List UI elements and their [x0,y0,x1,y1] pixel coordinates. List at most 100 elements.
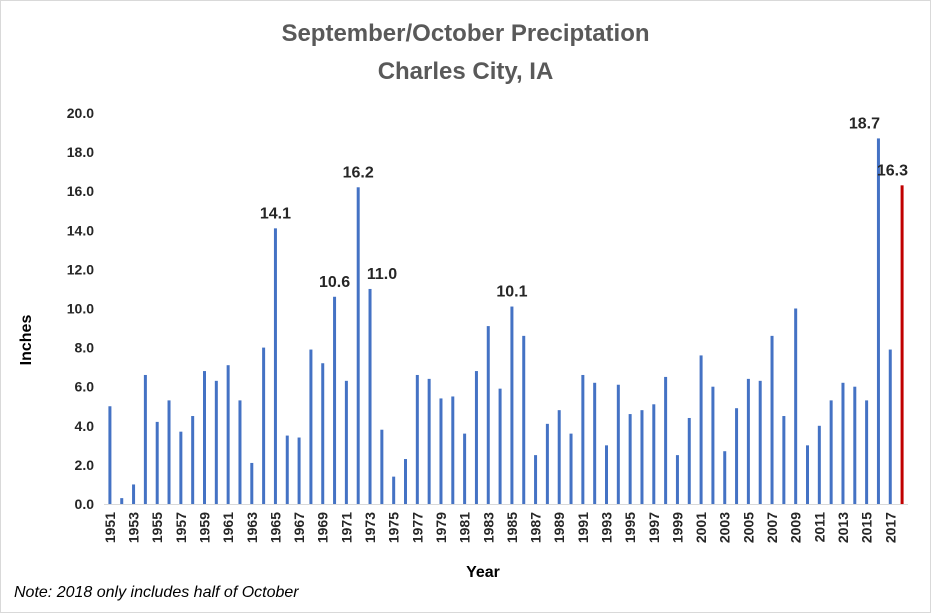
data-label-1972: 16.2 [343,164,374,181]
x-tick-label: 1971 [338,512,354,543]
x-tick-label: 2007 [764,512,780,543]
x-tick-label: 1991 [575,512,591,543]
x-tick-label: 1983 [480,512,496,543]
x-tick-label: 1977 [409,512,425,543]
x-tick-label: 1959 [197,512,213,543]
bar-2008 [782,416,786,504]
bar-1971 [344,380,348,504]
x-tick-label: 2017 [882,512,898,543]
x-tick-label: 2001 [693,512,709,543]
bar-1976 [404,459,407,504]
bar-1973 [368,288,372,504]
y-tick-label: 4.0 [75,418,95,434]
data-label-1970: 10.6 [319,274,350,291]
y-tick-label: 20.0 [67,105,94,121]
x-tick-label: 1997 [646,512,662,543]
bar-2009 [794,308,798,504]
bar-1991 [581,374,585,504]
x-tick-label: 1975 [386,512,402,543]
bar-1985 [510,306,514,504]
bar-1990 [569,433,573,504]
x-tick-label: 1995 [622,512,638,543]
x-tick-label: 1957 [173,512,189,543]
bar-1970 [333,296,337,504]
x-tick-label: 2003 [717,512,733,543]
bar-2015 [865,400,869,504]
x-tick-label: 1993 [599,512,615,543]
bar-1963 [250,462,254,504]
x-tick-label: 1979 [433,512,449,543]
bar-1975 [392,476,396,504]
x-tick-label: 1987 [528,512,544,543]
bar-1956 [167,400,171,504]
bar-1954 [143,374,147,504]
bar-1967 [297,437,301,504]
x-tick-label: 1981 [457,512,473,543]
bar-1997 [652,404,656,504]
bar-2010 [806,445,809,504]
bar-2011 [817,425,821,504]
x-tick-label: 1953 [126,512,142,543]
bar-2004 [735,408,739,504]
bar-1995 [628,414,632,504]
bar-1983 [486,326,490,504]
bar-1962 [238,400,242,504]
y-tick-label: 0.0 [75,496,95,512]
x-tick-label: 2011 [811,512,827,543]
bar-2012 [829,400,833,504]
bar-1968 [309,349,313,504]
x-tick-label: 1989 [551,512,567,543]
bar-1993 [605,445,608,504]
x-tick-label: 1951 [102,512,118,543]
bar-1965 [273,228,277,504]
bar-1952 [120,498,124,504]
y-tick-label: 18.0 [67,144,94,160]
x-tick-label: 1961 [220,512,236,543]
bar-1988 [545,423,549,504]
y-tick-label: 8.0 [75,340,95,356]
data-label-2016: 18.7 [849,115,880,132]
bar-1953 [132,484,136,504]
bar-1969 [321,363,325,504]
x-tick-label: 1955 [149,512,165,543]
bar-1958 [191,416,195,504]
data-label-2018: 16.3 [877,162,908,179]
y-tick-label: 14.0 [67,222,94,238]
bar-1979 [439,398,443,504]
x-tick-label: 2015 [859,512,875,543]
chart-subtitle: Charles City, IA [377,58,554,85]
bar-1974 [380,429,384,504]
data-label-1973: 11.0 [367,266,397,283]
bar-2001 [699,355,703,504]
x-tick-label: 1965 [267,512,283,543]
x-tick-label: 1969 [315,512,331,543]
bar-1951 [108,406,112,504]
bar-1978 [427,378,431,504]
x-tick-label: 1967 [291,512,307,543]
x-tick-label: 1999 [669,512,685,543]
y-tick-label: 16.0 [67,183,94,199]
bar-2000 [687,417,691,504]
data-label-1985: 10.1 [496,284,527,301]
bar-1964 [262,347,266,504]
bar-2017 [888,349,892,504]
y-tick-label: 2.0 [75,457,95,473]
data-label-1965: 14.1 [260,205,291,222]
y-tick-label: 6.0 [75,379,95,395]
bar-1972 [356,187,360,505]
bar-2002 [711,386,715,504]
x-tick-label: 1963 [244,512,260,543]
bar-1955 [155,421,159,504]
bar-1994 [616,384,620,504]
bar-1977 [415,374,419,504]
bar-1959 [203,371,206,504]
x-axis-label: Year [466,564,500,581]
bar-1961 [226,365,230,504]
bar-2003 [723,451,727,504]
bar-1996 [640,410,644,504]
bar-2013 [841,382,845,504]
bar-1998 [664,376,668,504]
bar-2006 [758,380,762,504]
